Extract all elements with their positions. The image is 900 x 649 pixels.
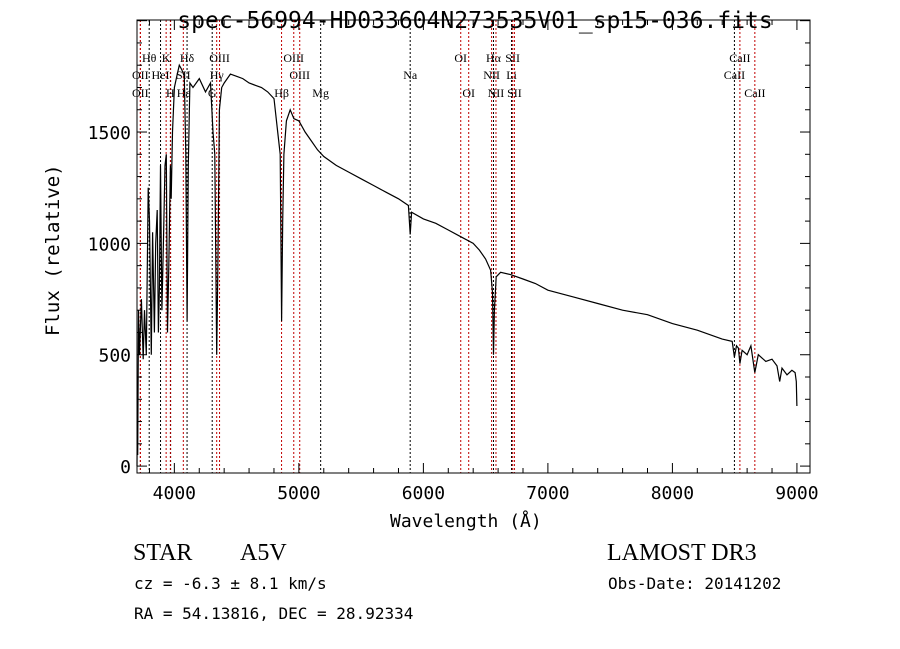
spectrum-line (136, 63, 798, 467)
x-tick-label: 4000 (153, 483, 196, 504)
subclass: A5V (240, 540, 287, 566)
line-label: OII (132, 86, 149, 100)
line-label: G (208, 86, 217, 100)
y-tick-label: 1500 (88, 123, 131, 144)
x-tick-label: 7000 (526, 483, 569, 504)
x-axis-label: Wavelength (Å) (390, 511, 542, 532)
line-label: OIII (209, 51, 230, 65)
y-tick-label: 500 (98, 346, 131, 367)
chart-title: spec-56994-HD033604N273535V01_sp15-036.f… (177, 8, 773, 34)
line-label: CaII (724, 68, 745, 82)
line-label: Hδ (180, 51, 195, 65)
obs-date: Obs-Date: 20141202 (608, 574, 782, 593)
line-label: OI (462, 86, 475, 100)
line-label: HeI (152, 68, 170, 82)
line-label: CaII (744, 86, 765, 100)
line-label: Hθ (142, 51, 157, 65)
line-label: Hγ (210, 68, 225, 82)
line-label: H (166, 86, 175, 100)
object-type: STAR (133, 540, 193, 566)
coordinates: RA = 54.13816, DEC = 28.92334 (134, 604, 414, 623)
redshift-cz: cz = -6.3 ± 8.1 km/s (134, 574, 327, 593)
x-tick-label: 8000 (651, 483, 694, 504)
line-label: OIII (289, 68, 310, 82)
line-label: SII (505, 51, 520, 65)
x-tick-label: 5000 (277, 483, 320, 504)
line-label: Hα (486, 51, 502, 65)
line-label: Na (403, 68, 418, 82)
line-label: Hβ (274, 86, 289, 100)
x-tick-label: 9000 (775, 483, 818, 504)
y-tick-label: 1000 (88, 234, 131, 255)
line-label: Li (506, 68, 517, 82)
line-label: OII (132, 68, 149, 82)
line-label: NII (483, 68, 500, 82)
line-label: OIII (283, 51, 304, 65)
y-tick-label: 0 (120, 457, 131, 478)
line-label: NII (488, 86, 505, 100)
line-label: Mg (312, 86, 329, 100)
line-label: CaII (729, 51, 750, 65)
x-tick-label: 6000 (402, 483, 445, 504)
line-label: SII (507, 86, 522, 100)
line-label: OI (454, 51, 467, 65)
survey-name: LAMOST DR3 (607, 540, 757, 566)
line-label: K (162, 51, 171, 65)
